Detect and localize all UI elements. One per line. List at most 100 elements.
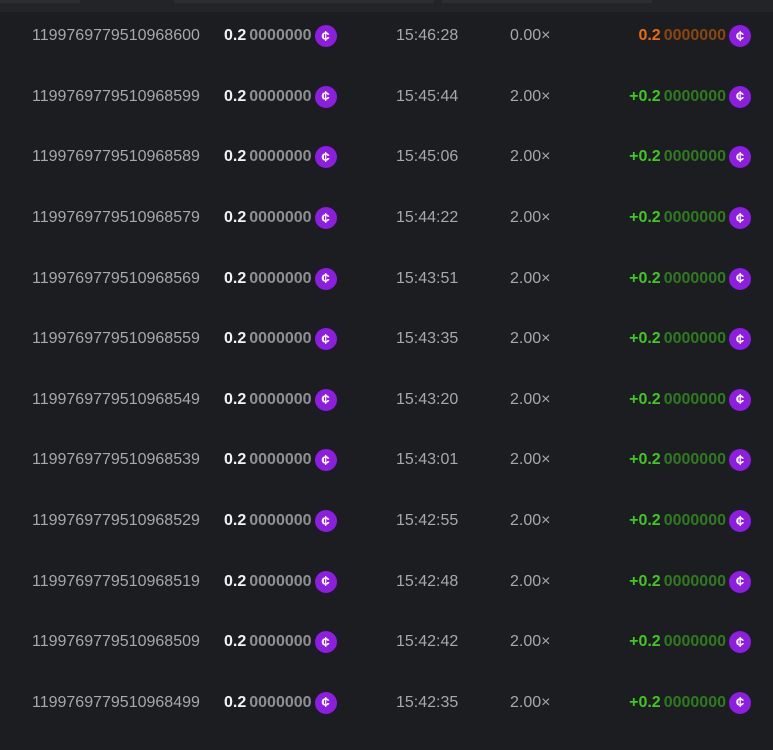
payout-minor: 0000000 [663, 330, 726, 348]
payout-minor: 0000000 [663, 512, 726, 530]
bet-id: 1199769779510968599 [32, 87, 200, 105]
cent-coin-icon: ¢ [729, 207, 751, 230]
multiplier: 2.00× [510, 87, 551, 105]
bet-id: 1199769779510968549 [32, 390, 200, 408]
top-tab[interactable] [174, 0, 434, 3]
top-bar [0, 0, 773, 12]
payout-major: +0.2 [629, 390, 661, 408]
bet-amount-minor: 0000000 [249, 512, 312, 530]
payout: 0.2 0000000 ¢ [638, 25, 751, 48]
table-row[interactable]: 1199769779510968569 0.2 0000000 ¢ 15:43:51 2.… [0, 248, 773, 309]
cent-coin-icon: ¢ [314, 328, 337, 351]
multiplier: 2.00× [510, 512, 551, 530]
multiplier: 2.00× [510, 633, 551, 651]
bet-amount: 0.2 0000000 ¢ [224, 328, 337, 351]
bet-amount: 0.2 0000000 ¢ [224, 449, 337, 472]
bet-amount-major: 0.2 [224, 451, 247, 469]
table-row[interactable]: 1199769779510968549 0.2 0000000 ¢ 15:43:20 2.… [0, 370, 773, 431]
bet-amount-minor: 0000000 [249, 87, 312, 105]
payout-minor: 0000000 [663, 633, 726, 651]
cent-coin-icon: ¢ [729, 146, 751, 169]
table-row[interactable]: 1199769779510968579 0.2 0000000 ¢ 15:44:22 2.… [0, 188, 773, 249]
bet-id: 1199769779510968529 [32, 512, 200, 530]
bet-amount-minor: 0000000 [249, 269, 312, 287]
table-row[interactable]: 1199769779510968529 0.2 0000000 ¢ 15:42:55 2.… [0, 491, 773, 552]
payout-major: +0.2 [629, 693, 661, 711]
payout: +0.2 0000000 ¢ [629, 146, 751, 169]
table-row[interactable]: 1199769779510968559 0.2 0000000 ¢ 15:43:35 2.… [0, 309, 773, 370]
bet-time: 15:45:06 [396, 148, 459, 166]
bet-time: 15:43:20 [396, 390, 459, 408]
cent-coin-icon: ¢ [314, 631, 337, 654]
bet-time: 15:43:01 [396, 451, 459, 469]
table-row[interactable]: 1199769779510968599 0.2 0000000 ¢ 15:45:44 2.… [0, 67, 773, 128]
bet-id: 1199769779510968539 [32, 451, 200, 469]
multiplier: 2.00× [510, 390, 551, 408]
cent-coin-icon: ¢ [314, 146, 337, 169]
bet-amount-major: 0.2 [224, 390, 247, 408]
payout: +0.2 0000000 ¢ [629, 267, 751, 290]
cent-coin-icon: ¢ [314, 207, 337, 230]
cent-coin-icon: ¢ [314, 85, 337, 108]
cent-coin-icon: ¢ [729, 328, 751, 351]
bet-id: 1199769779510968499 [32, 693, 200, 711]
cent-coin-icon: ¢ [729, 570, 751, 593]
table-row[interactable]: 1199769779510968519 0.2 0000000 ¢ 15:42:48 2.… [0, 551, 773, 612]
bet-history-list: 1199769779510968600 0.2 0000000 ¢ 15:46:28 0.… [0, 6, 773, 733]
bet-time: 15:42:35 [396, 693, 459, 711]
table-row[interactable]: 1199769779510968589 0.2 0000000 ¢ 15:45:06 2.… [0, 127, 773, 188]
bet-time: 15:44:22 [396, 209, 459, 227]
cent-coin-icon: ¢ [314, 691, 337, 714]
bet-id: 1199769779510968569 [32, 269, 200, 287]
payout-minor: 0000000 [663, 209, 726, 227]
payout-major: +0.2 [629, 451, 661, 469]
cent-coin-icon: ¢ [314, 449, 337, 472]
bet-amount-minor: 0000000 [249, 451, 312, 469]
cent-coin-icon: ¢ [729, 691, 751, 714]
payout-major: 0.2 [638, 27, 661, 45]
table-row[interactable]: 1199769779510968509 0.2 0000000 ¢ 15:42:42 2.… [0, 612, 773, 673]
bet-time: 15:46:28 [396, 27, 459, 45]
bet-time: 15:43:51 [396, 269, 459, 287]
bet-amount-major: 0.2 [224, 572, 247, 590]
payout-minor: 0000000 [663, 87, 726, 105]
bet-amount-major: 0.2 [224, 87, 247, 105]
top-tab[interactable] [0, 0, 80, 3]
bet-amount-minor: 0000000 [249, 330, 312, 348]
cent-coin-icon: ¢ [729, 25, 751, 48]
payout: +0.2 0000000 ¢ [629, 328, 751, 351]
cent-coin-icon: ¢ [729, 449, 751, 472]
bet-amount: 0.2 0000000 ¢ [224, 207, 337, 230]
multiplier: 2.00× [510, 451, 551, 469]
bet-amount: 0.2 0000000 ¢ [224, 631, 337, 654]
table-row[interactable]: 1199769779510968499 0.2 0000000 ¢ 15:42:35 2.… [0, 673, 773, 734]
bet-id: 1199769779510968579 [32, 209, 200, 227]
bet-amount: 0.2 0000000 ¢ [224, 85, 337, 108]
payout: +0.2 0000000 ¢ [629, 691, 751, 714]
table-row[interactable]: 1199769779510968600 0.2 0000000 ¢ 15:46:28 0.… [0, 6, 773, 67]
bet-amount-major: 0.2 [224, 27, 247, 45]
bet-amount-minor: 0000000 [249, 209, 312, 227]
top-tab[interactable] [442, 0, 652, 3]
cent-coin-icon: ¢ [729, 510, 751, 533]
payout-major: +0.2 [629, 633, 661, 651]
bet-amount: 0.2 0000000 ¢ [224, 388, 337, 411]
payout-major: +0.2 [629, 87, 661, 105]
multiplier: 2.00× [510, 148, 551, 166]
bet-amount: 0.2 0000000 ¢ [224, 691, 337, 714]
cent-coin-icon: ¢ [729, 631, 751, 654]
multiplier: 2.00× [510, 572, 551, 590]
payout: +0.2 0000000 ¢ [629, 631, 751, 654]
bet-amount: 0.2 0000000 ¢ [224, 25, 337, 48]
table-row[interactable]: 1199769779510968539 0.2 0000000 ¢ 15:43:01 2.… [0, 430, 773, 491]
bet-amount-minor: 0000000 [249, 390, 312, 408]
payout: +0.2 0000000 ¢ [629, 449, 751, 472]
bet-time: 15:42:42 [396, 633, 459, 651]
bet-amount-major: 0.2 [224, 209, 247, 227]
bet-id: 1199769779510968509 [32, 633, 200, 651]
payout: +0.2 0000000 ¢ [629, 388, 751, 411]
payout-minor: 0000000 [663, 27, 726, 45]
bet-amount-minor: 0000000 [249, 27, 312, 45]
payout-major: +0.2 [629, 330, 661, 348]
payout-minor: 0000000 [663, 693, 726, 711]
